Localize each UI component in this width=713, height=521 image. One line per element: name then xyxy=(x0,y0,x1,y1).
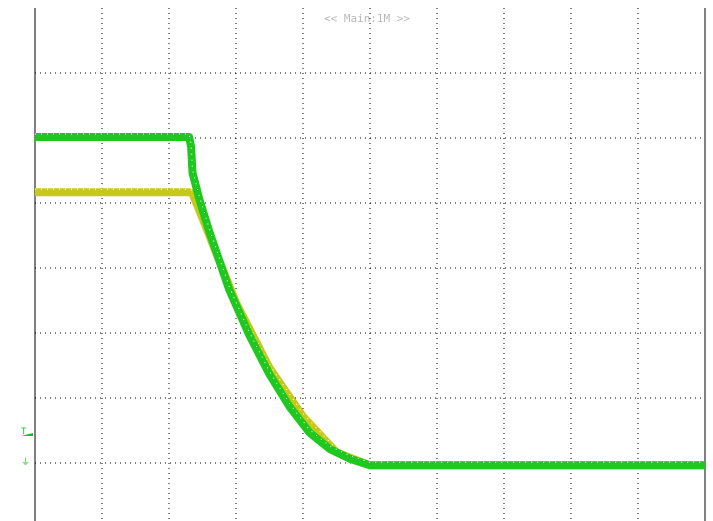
ground-marker-icon: ⏚ xyxy=(21,457,30,468)
plot-frame xyxy=(34,8,706,521)
trigger-arrow-icon xyxy=(21,433,33,436)
timebase-header-label: << Main:1M >> xyxy=(324,12,410,25)
channel-yellow-noise xyxy=(35,188,705,463)
traces xyxy=(35,133,705,470)
trigger-marker-icon: T xyxy=(21,427,27,437)
channel-green-trace xyxy=(35,133,705,470)
grid xyxy=(35,8,705,521)
